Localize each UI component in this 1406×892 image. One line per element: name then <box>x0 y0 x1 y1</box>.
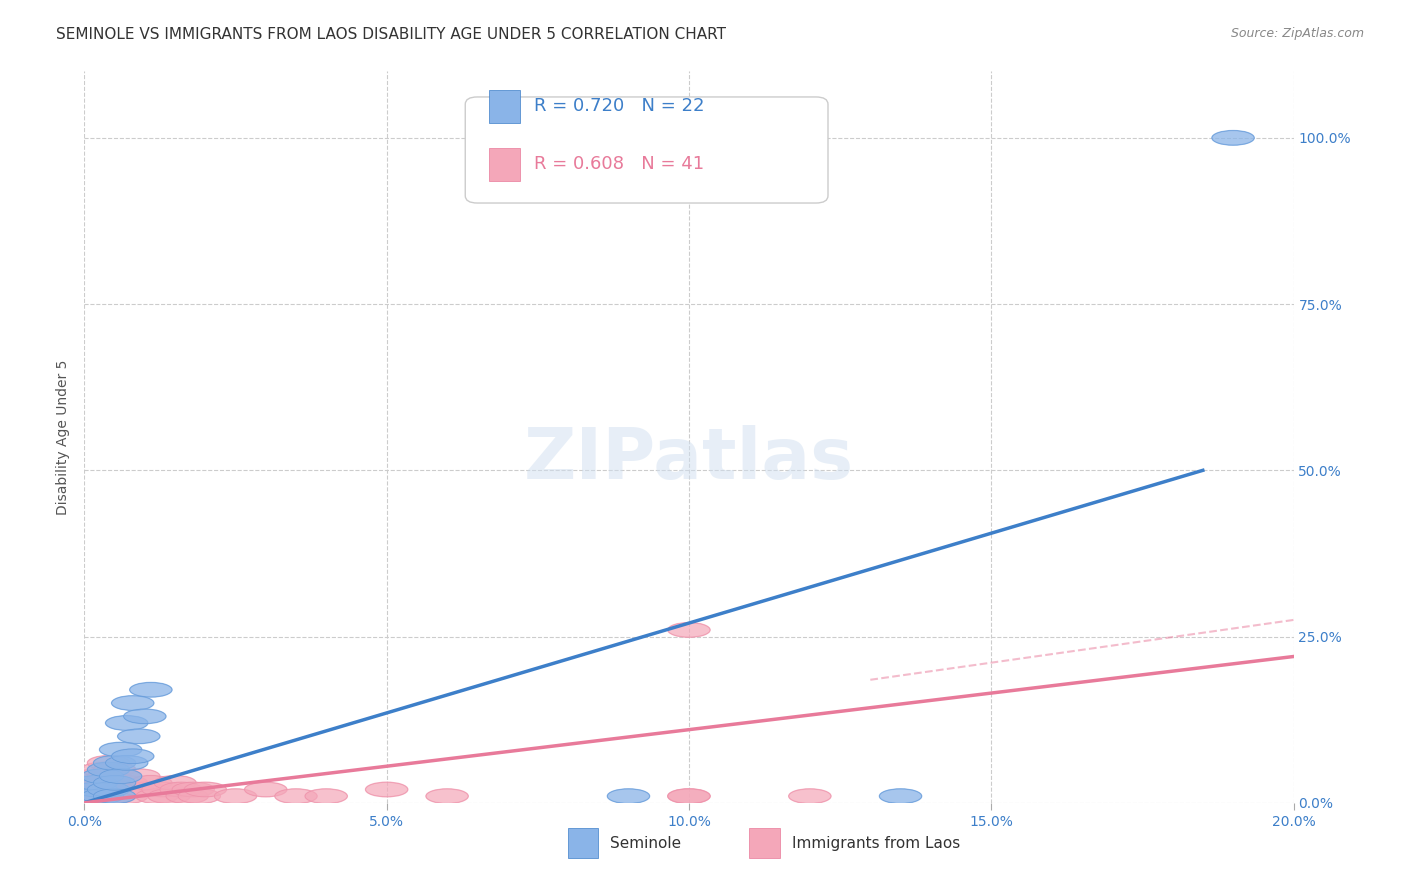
Ellipse shape <box>82 763 124 777</box>
Ellipse shape <box>93 763 136 777</box>
Ellipse shape <box>76 782 118 797</box>
Ellipse shape <box>111 782 153 797</box>
Ellipse shape <box>118 729 160 744</box>
Ellipse shape <box>69 789 111 804</box>
Bar <box>568 829 599 858</box>
FancyBboxPatch shape <box>465 97 828 203</box>
Ellipse shape <box>124 782 166 797</box>
Ellipse shape <box>87 769 129 783</box>
Ellipse shape <box>105 756 148 770</box>
Ellipse shape <box>879 789 922 804</box>
Ellipse shape <box>129 682 172 697</box>
Ellipse shape <box>100 769 142 783</box>
Ellipse shape <box>76 769 118 783</box>
Bar <box>489 148 520 181</box>
Ellipse shape <box>426 789 468 804</box>
Ellipse shape <box>105 789 148 804</box>
Ellipse shape <box>118 769 160 783</box>
Text: SEMINOLE VS IMMIGRANTS FROM LAOS DISABILITY AGE UNDER 5 CORRELATION CHART: SEMINOLE VS IMMIGRANTS FROM LAOS DISABIL… <box>56 27 727 42</box>
Ellipse shape <box>82 769 124 783</box>
Ellipse shape <box>245 782 287 797</box>
Text: Seminole: Seminole <box>610 836 682 851</box>
Ellipse shape <box>87 782 129 797</box>
Ellipse shape <box>76 782 118 797</box>
Ellipse shape <box>668 789 710 804</box>
Ellipse shape <box>76 789 118 804</box>
Bar <box>489 89 520 122</box>
Ellipse shape <box>179 789 221 804</box>
Ellipse shape <box>111 696 153 710</box>
Ellipse shape <box>366 782 408 797</box>
Ellipse shape <box>172 782 214 797</box>
Ellipse shape <box>111 749 153 764</box>
Ellipse shape <box>274 789 318 804</box>
Ellipse shape <box>87 763 129 777</box>
Ellipse shape <box>607 789 650 804</box>
Ellipse shape <box>87 756 129 770</box>
Ellipse shape <box>87 782 129 797</box>
Text: ZIPatlas: ZIPatlas <box>524 425 853 493</box>
Ellipse shape <box>69 782 111 797</box>
Ellipse shape <box>153 775 197 790</box>
Ellipse shape <box>129 775 172 790</box>
Y-axis label: Disability Age Under 5: Disability Age Under 5 <box>56 359 70 515</box>
Ellipse shape <box>124 709 166 723</box>
Ellipse shape <box>93 775 136 790</box>
Text: R = 0.720   N = 22: R = 0.720 N = 22 <box>534 97 704 115</box>
Text: R = 0.608   N = 41: R = 0.608 N = 41 <box>534 155 704 173</box>
Ellipse shape <box>305 789 347 804</box>
Ellipse shape <box>100 769 142 783</box>
Ellipse shape <box>76 775 118 790</box>
Ellipse shape <box>1212 130 1254 145</box>
Ellipse shape <box>184 782 226 797</box>
Ellipse shape <box>82 775 124 790</box>
Ellipse shape <box>93 789 136 804</box>
Text: Immigrants from Laos: Immigrants from Laos <box>792 836 960 851</box>
Ellipse shape <box>136 789 179 804</box>
Ellipse shape <box>93 775 136 790</box>
Ellipse shape <box>82 789 124 804</box>
Ellipse shape <box>166 789 208 804</box>
Bar <box>749 829 780 858</box>
Ellipse shape <box>93 756 136 770</box>
Ellipse shape <box>100 782 142 797</box>
Ellipse shape <box>82 789 124 804</box>
Ellipse shape <box>148 789 190 804</box>
Ellipse shape <box>93 789 136 804</box>
Ellipse shape <box>668 623 710 637</box>
Text: Source: ZipAtlas.com: Source: ZipAtlas.com <box>1230 27 1364 40</box>
Ellipse shape <box>69 775 111 790</box>
Ellipse shape <box>105 715 148 731</box>
Ellipse shape <box>160 782 202 797</box>
Ellipse shape <box>105 775 148 790</box>
Ellipse shape <box>142 782 184 797</box>
Ellipse shape <box>100 742 142 757</box>
Ellipse shape <box>789 789 831 804</box>
Ellipse shape <box>214 789 257 804</box>
Ellipse shape <box>668 789 710 804</box>
